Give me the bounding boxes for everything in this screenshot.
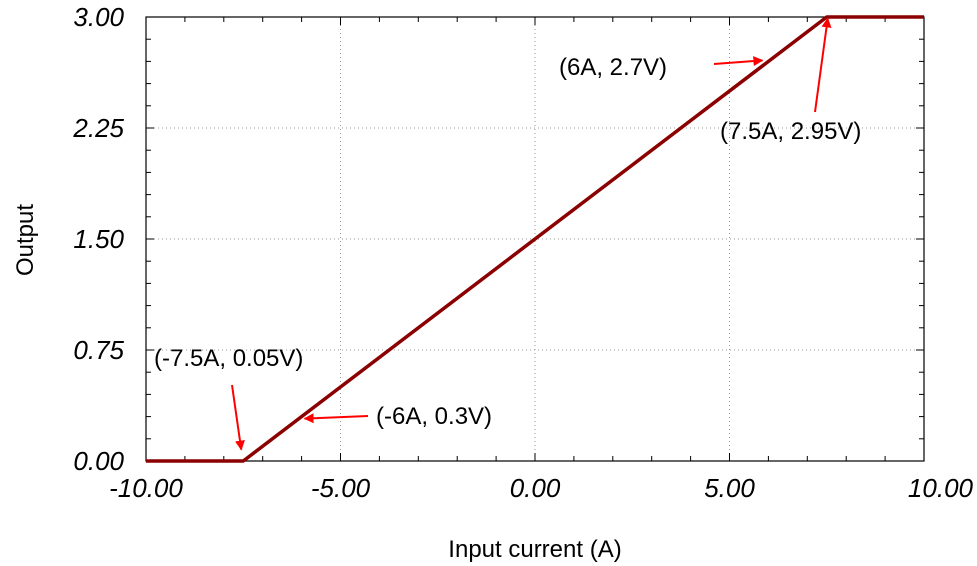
annotation-arrow [231,384,245,451]
y-axis-title: Output [12,204,39,276]
x-tick-label: 5.00 [704,473,755,503]
annotations: (6A, 2.7V) (7.5A, 2.95V) (-7.5A, 0.05V) (-6… [154,17,861,451]
y-tick-label: 1.50 [73,224,124,254]
annotation-label: (-7.5A, 0.05V) [154,345,303,372]
annotation-label: (-6A, 0.3V) [376,403,492,430]
series [146,15,924,463]
ticks: -10.00 -5.00 0.00 5.00 10.00 0.00 0.75 1.50 2.25… [72,2,973,503]
series-line [146,15,924,463]
x-tick-label: 10.00 [908,473,974,503]
y-tick-label: 0.00 [73,446,124,476]
annotation-label: (6A, 2.7V) [559,54,667,81]
y-tick-label: 0.75 [73,335,124,365]
annotation-label: (7.5A, 2.95V) [720,118,861,145]
annotation-arrow [713,56,764,67]
x-tick-label: -10.00 [109,473,183,503]
annotation-arrow [814,17,832,113]
y-tick-label: 2.25 [72,113,124,143]
x-axis-title: Input current (A) [448,536,621,563]
y-tick-label: 3.00 [73,2,124,32]
annotation-arrow [303,413,369,424]
x-tick-label: 0.00 [510,473,561,503]
x-tick-label: -5.00 [311,473,371,503]
